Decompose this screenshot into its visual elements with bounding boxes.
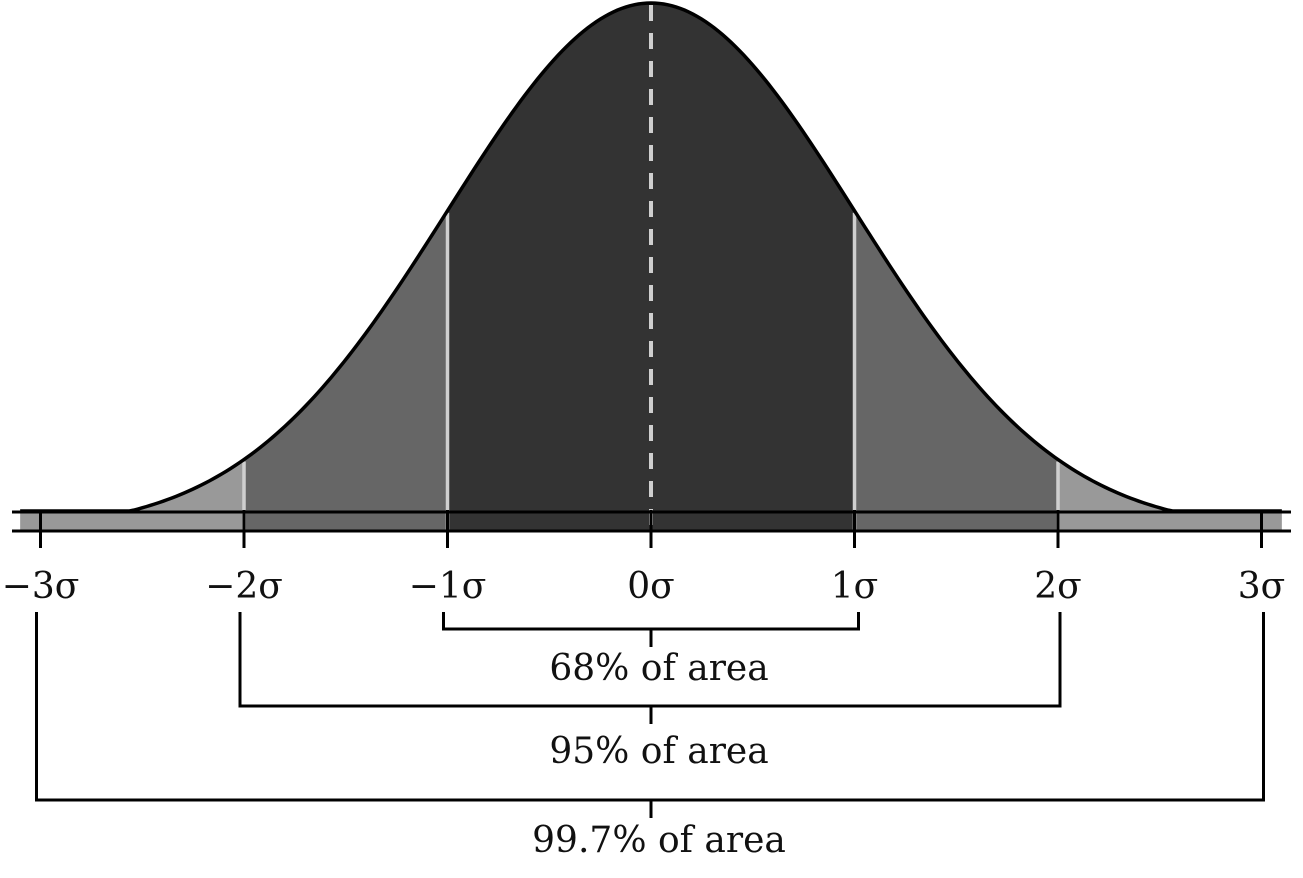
interval-brackets: 68% of area 95% of area 99.7% of area <box>35 612 1265 861</box>
x-tick-label: −1σ <box>409 566 487 607</box>
x-tick-label: −2σ <box>205 566 283 607</box>
x-tick-label: 0σ <box>627 566 674 607</box>
region-4 <box>1058 459 1282 531</box>
x-tick-label: −3σ <box>2 566 80 607</box>
x-tick-label: 2σ <box>1034 566 1081 607</box>
interval-label: 95% of area <box>549 731 768 772</box>
x-axis: −3σ −2σ −1σ 0σ 1σ 2σ 3σ <box>2 510 1291 607</box>
region-3 <box>20 459 245 531</box>
bell-curve-outline <box>20 1 1282 513</box>
interval-label: 99.7% of area <box>532 820 786 861</box>
interval-bracket <box>442 612 860 631</box>
interval-label: 68% of area <box>549 648 768 689</box>
x-tick-label: 1σ <box>831 566 878 607</box>
x-tick-label: 3σ <box>1238 566 1285 607</box>
